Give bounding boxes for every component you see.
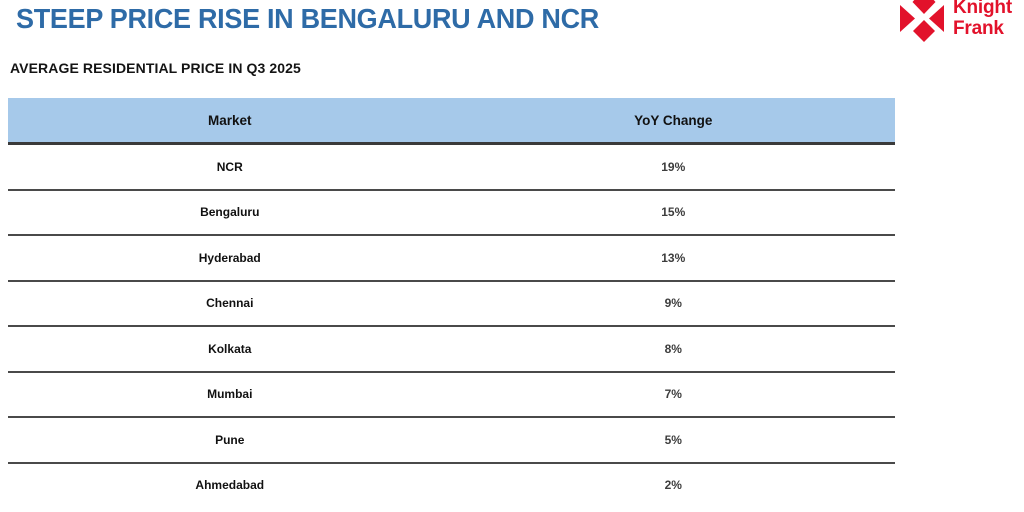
market-cell: Kolkata — [208, 341, 252, 356]
market-cell: Ahmedabad — [195, 478, 265, 493]
table-body: NCR 19% Bengaluru 15% Hyderabad 13% Chennai 9% K… — [8, 145, 895, 507]
table-row: Chennai 9% — [8, 281, 895, 327]
market-cell: Chennai — [206, 296, 254, 311]
market-cell: Bengaluru — [200, 205, 260, 220]
yoy-change-cell: 7% — [664, 387, 682, 402]
table-row: Hyderabad 13% — [8, 236, 895, 282]
table-row: Mumbai 7% — [8, 372, 895, 418]
yoy-price-table: Market YoY Change NCR 19% Bengaluru 15% Hyde… — [8, 98, 895, 507]
yoy-change-cell: 9% — [664, 296, 682, 311]
table-header-row: Market YoY Change — [8, 98, 895, 145]
yoy-change-cell: 13% — [661, 250, 686, 265]
yoy-change-cell: 2% — [664, 478, 682, 493]
knight-frank-logo: Knight Frank — [898, 0, 1012, 42]
knight-frank-wordmark: Knight Frank — [953, 0, 1012, 39]
knight-frank-mark-icon — [900, 0, 944, 42]
table-row: NCR 19% — [8, 145, 895, 191]
yoy-change-cell: 8% — [664, 341, 682, 356]
brand-word-knight: Knight — [953, 0, 1012, 18]
yoy-change-cell: 5% — [664, 432, 682, 447]
brand-word-frank: Frank — [953, 18, 1004, 39]
market-cell: Hyderabad — [198, 250, 261, 265]
page-subtitle: AVERAGE RESIDENTIAL PRICE IN Q3 2025 — [10, 60, 301, 76]
page-title: STEEP PRICE RISE IN BENGALURU AND NCR — [16, 3, 599, 35]
table-row: Bengaluru 15% — [8, 190, 895, 236]
yoy-change-cell: 19% — [661, 159, 686, 174]
table-row: Ahmedabad 2% — [8, 463, 895, 507]
market-cell: Pune — [215, 432, 245, 447]
table-row: Kolkata 8% — [8, 327, 895, 373]
market-cell: Mumbai — [207, 387, 253, 402]
column-header-market: Market — [207, 112, 252, 128]
yoy-change-cell: 15% — [661, 205, 686, 220]
market-cell: NCR — [216, 159, 243, 174]
column-header-yoy-change: YoY Change — [634, 112, 713, 128]
table-row: Pune 5% — [8, 418, 895, 464]
